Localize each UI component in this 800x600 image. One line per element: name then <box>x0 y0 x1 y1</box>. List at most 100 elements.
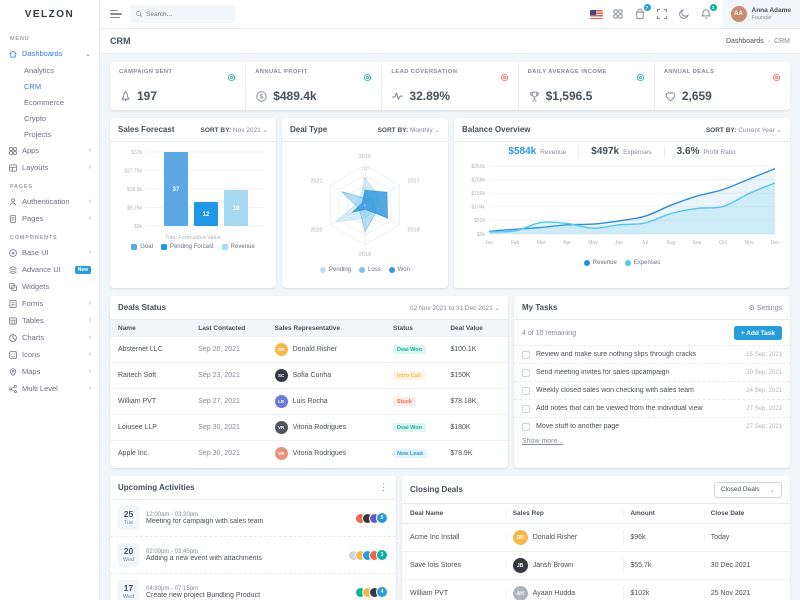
column-header-sales-representative: Sales Representative <box>274 324 341 332</box>
brand-logo[interactable]: VELZON <box>24 8 75 20</box>
sales-forecast-title: Sales Forecast <box>118 125 175 134</box>
task-checkbox[interactable] <box>522 386 530 395</box>
sidebar-item-crm[interactable]: CRM <box>0 78 99 94</box>
kpi-campaign-sent[interactable]: CAMPAIGN SENT 197 <box>110 62 247 110</box>
sidebar-item-analytics[interactable]: Analytics <box>0 62 99 78</box>
sidebar-item-icons[interactable]: Icons › <box>0 346 99 363</box>
status-badge: Deal Won <box>393 423 426 432</box>
task-checkbox[interactable] <box>522 422 530 431</box>
status-cell: New Lead <box>393 449 450 458</box>
activity-day: 25 <box>123 509 134 520</box>
trophy-icon <box>528 90 541 103</box>
kpi-daily-average-income[interactable]: DAILY AVERAGE INCOME $1,596.5 <box>519 62 655 110</box>
kpi-annual-profit[interactable]: ANNUAL PROFIT $ $489.4k <box>246 62 383 110</box>
sidebar-item-widgets[interactable]: Widgets <box>0 278 99 295</box>
status-cell: Stuck <box>393 397 450 406</box>
closing-deals-filter-select[interactable]: Closed Deals ⌄ <box>713 481 782 498</box>
sidebar-item-charts[interactable]: Charts › <box>0 329 99 346</box>
trend-ring-icon <box>500 69 509 87</box>
notifications-bell-icon[interactable]: 3 <box>700 3 717 21</box>
task-checkbox[interactable] <box>522 368 530 377</box>
sidebar-item-ecommerce[interactable]: Ecommerce <box>0 94 99 110</box>
sidebar-item-layouts[interactable]: Layouts › <box>0 159 99 176</box>
fullscreen-icon[interactable] <box>656 8 669 21</box>
sidebar-item-maps[interactable]: Maps › <box>0 363 99 380</box>
sidebar-item-projects[interactable]: Projects <box>0 126 99 142</box>
status-badge: Stuck <box>393 397 416 406</box>
svg-text:2019: 2019 <box>359 252 371 258</box>
sidebar-item-label: Layouts <box>22 163 49 172</box>
tasks-show-more-link[interactable]: Show more... <box>522 438 564 445</box>
rep-avatar: DR <box>274 343 288 356</box>
svg-text:Oct: Oct <box>719 240 727 246</box>
svg-text:May: May <box>588 240 598 246</box>
dark-mode-moon-icon[interactable] <box>678 8 691 21</box>
language-flag-icon[interactable] <box>589 8 603 21</box>
kebab-menu-icon[interactable]: ⋮ <box>379 482 388 492</box>
legend-item-goal: Goal <box>131 244 153 250</box>
sidebar-item-base-ui[interactable]: Base UI › <box>0 244 99 261</box>
sidebar-item-tables[interactable]: Tables › <box>0 312 99 329</box>
balance-overview-title: Balance Overview <box>462 125 531 134</box>
activity-body: 12:00am - 03:30pm Meeting for campaign wi… <box>146 512 348 525</box>
sidebar-item-pages[interactable]: Pages › <box>0 210 99 227</box>
search-input[interactable] <box>146 10 230 18</box>
pages-icon <box>8 214 18 224</box>
legend-item-revenue: Revenue <box>583 260 617 266</box>
kpi-value: 32.89% <box>391 89 508 103</box>
trend-ring-icon <box>363 69 372 87</box>
cart-badge: 7 <box>643 3 651 11</box>
deal-name: Loiusee LLP <box>118 424 157 431</box>
deal-amount: $102k <box>630 590 705 597</box>
deal-type-sort[interactable]: SORT BY: Monthly ⌄ <box>377 126 440 134</box>
kpi-value-text: 197 <box>137 89 158 103</box>
sales-forecast-sort[interactable]: SORT BY: Nov 2021 ⌄ <box>200 126 268 134</box>
breadcrumb: Dashboards › CRM <box>726 38 790 45</box>
svg-text:Aug: Aug <box>667 240 676 246</box>
add-task-button[interactable]: + Add Task <box>733 326 782 340</box>
user-menu[interactable]: AA Anna Adame Founder <box>721 0 800 28</box>
kpi-annual-deals[interactable]: ANNUAL DEALS 2,659 <box>655 62 790 110</box>
activity-day: 17 <box>123 583 134 594</box>
svg-text:2017: 2017 <box>407 179 419 185</box>
task-checkbox[interactable] <box>522 404 530 413</box>
user-icon <box>8 197 18 207</box>
deals-status-daterange[interactable]: 02 Nov 2021 to 31 Dec 2021 ⌄ <box>409 304 500 312</box>
status-badge: Intro Call <box>393 371 425 380</box>
table-row: Loiusee LLP Sep 30, 2021 VR Vitoria Rodrigu… <box>110 414 508 440</box>
my-tasks-title: My Tasks <box>522 303 558 312</box>
kpi-lead-coversation[interactable]: LEAD COVERSATION 32.89% <box>382 62 519 110</box>
hamburger-menu-icon[interactable] <box>110 9 122 19</box>
tasks-list: Review and make sure nothing slips throu… <box>514 345 790 435</box>
breadcrumb-dashboards[interactable]: Dashboards <box>725 37 764 45</box>
search-box[interactable] <box>130 5 235 23</box>
task-text: Weekly closed sales won checking with sa… <box>536 387 694 394</box>
sidebar-item-multi-level[interactable]: Multi Level › <box>0 380 99 397</box>
tasks-settings-button[interactable]: ⚙ Settings <box>748 304 782 312</box>
sidebar-item-label: Projects <box>24 129 52 139</box>
balance-chart-svg: $0k $52k $104k $156k $208k $260k Jan Feb Mar Apr M… <box>462 160 782 257</box>
sidebar-item-apps[interactable]: Apps › <box>0 142 99 159</box>
deal-value: $78.18K <box>450 398 477 405</box>
sidebar-item-label: Charts <box>22 333 45 342</box>
avatar-count-badge: 3 <box>376 549 388 561</box>
sidebar-item-authentication[interactable]: Authentication › <box>0 193 99 210</box>
apps-grid-icon[interactable] <box>612 8 625 21</box>
svg-text:37: 37 <box>173 187 180 193</box>
pulse-icon <box>391 90 404 103</box>
chevron-right-icon: › <box>88 385 91 392</box>
balance-overview-chart: $584k Revenue $497k Expenses 3.6% Profit Rati… <box>454 142 790 288</box>
sidebar-item-advance-ui[interactable]: Advance UI New <box>0 261 99 278</box>
closing-table-header: Deal Name Sales Rep Amount Close Date <box>402 504 790 524</box>
table-row: William PVT Sep 27, 2021 LR Luis Rocha Stuck… <box>110 388 508 414</box>
balance-overview-sort[interactable]: SORT BY: Current Year ⌄ <box>705 126 782 134</box>
balance-legend: Revenue Expenses <box>583 260 660 266</box>
cart-icon[interactable]: 7 <box>634 3 651 21</box>
sales-forecast-chart: $0k $9.25k $18.5k $27.75k $37k 37 12 18 Total Fo… <box>110 142 276 288</box>
sidebar-item-crypto[interactable]: Crypto <box>0 110 99 126</box>
sidebar-item-forms[interactable]: Forms › <box>0 295 99 312</box>
sidebar-item-dashboards[interactable]: Dashboards ⌄ <box>0 45 99 62</box>
task-checkbox[interactable] <box>522 350 530 359</box>
svg-text:$27.75k: $27.75k <box>124 168 142 174</box>
task-date: 27 Sep, 2021 <box>746 405 782 412</box>
